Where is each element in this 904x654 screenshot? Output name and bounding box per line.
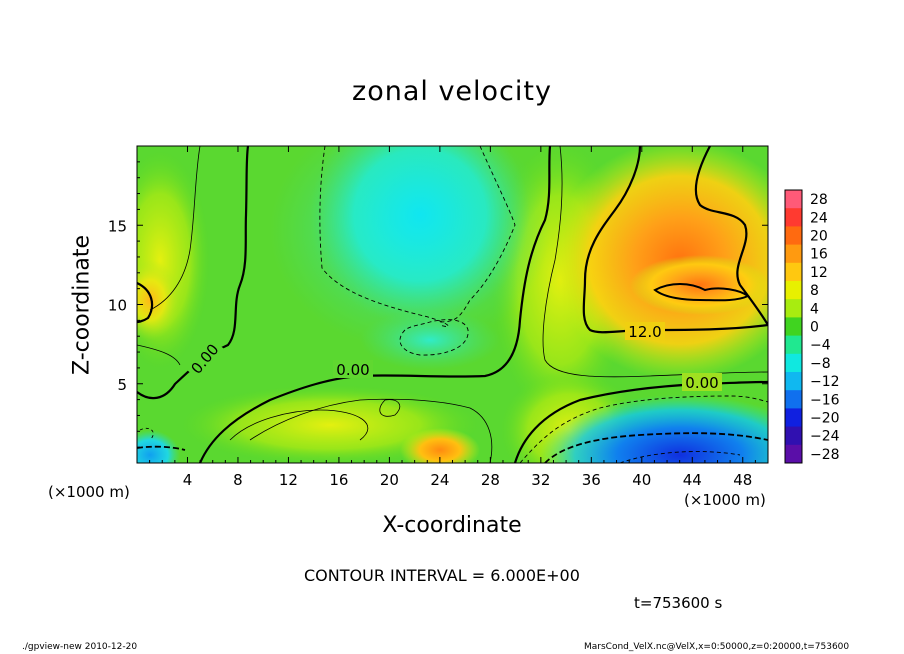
colorbar-tick-label: 8 [810,283,819,299]
contour-twelve [582,146,768,334]
x-tick-label: 4 [183,471,193,489]
x-tick-label: 24 [430,471,449,489]
colorbar-swatch [785,299,802,318]
colorbar: 28 24 20 16 12 8 4 0 −4 −8 −12 −16 −20 −24 −28 [784,189,840,464]
colorbar-swatch [785,390,802,409]
colorbar-tick-label: −12 [810,374,840,390]
colorbar-tick-label: 20 [810,229,828,245]
contour-interval-label: CONTOUR INTERVAL = 6.000E+00 [304,566,580,585]
contour-label: 0.00 [336,361,369,379]
y-axis: 5 10 15 [108,161,768,448]
x-tick-label: 12 [279,471,298,489]
x-tick-label: 48 [733,471,752,489]
y-tick-label: 5 [117,376,127,394]
y-axis-label: Z-coordinate [69,235,95,375]
contour-zero-central [198,146,552,463]
contour-zero-east [513,380,768,463]
contour-eighteen [653,283,750,302]
contour-label: 0.00 [685,374,718,392]
x-axis-unit-right: (×1000 m) [684,491,766,509]
colorbar-tick-label: 4 [810,301,819,317]
colorbar-frame [784,189,803,464]
colorbar-tick-label: 28 [810,192,828,208]
colorbar-tick-label: 24 [810,210,828,226]
x-tick-label: 40 [632,471,651,489]
colorbar-swatch [785,353,802,373]
colorbar-swatch [785,208,802,227]
chart-title: zonal velocity [352,76,552,107]
x-tick-label: 20 [380,471,399,489]
colorbar-swatch [785,335,802,355]
colorbar-tick-label: −24 [810,429,840,445]
colorbar-swatch [785,244,802,264]
colorbar-swatch [785,408,802,428]
colorbar-swatch [785,190,802,209]
colorbar-tick-label: −4 [810,338,831,354]
colorbar-tick-label: 16 [810,247,828,263]
x-axis-unit-left: (×1000 m) [48,483,130,501]
x-tick-label: 28 [481,471,500,489]
x-axis-label: X-coordinate [382,513,522,538]
colorbar-swatch [785,372,802,391]
colorbar-swatch [785,226,802,246]
contour-label-group: 0.00 0.00 12.0 0.00 [182,322,722,392]
x-axis: 4 8 12 16 20 24 28 32 36 40 44 48 [149,146,756,489]
colorbar-swatch [785,317,802,337]
footer-right-text: MarsCond_VelX.nc@VelX,x=0:50000,z=0:2000… [584,642,850,652]
x-tick-label: 8 [233,471,243,489]
colorbar-tick-label: −28 [810,447,840,463]
colorbar-tick-label: −20 [810,411,840,427]
colorbar-tick-label: 0 [810,320,819,336]
contour-zero-west [137,146,250,400]
colorbar-swatch [785,426,802,446]
colorbar-swatch [785,281,802,300]
time-label: t=753600 s [634,594,723,612]
colorbar-swatch [785,444,802,464]
y-tick-label: 15 [108,217,127,235]
x-tick-label: 36 [582,471,601,489]
y-tick-label: 10 [108,297,127,315]
contour-lines [137,146,768,463]
x-tick-label: 16 [329,471,348,489]
colorbar-swatch [785,262,802,282]
field-image [137,146,768,463]
colorbar-tick-label: 12 [810,265,828,281]
contour-left-12 [137,282,154,324]
colorbar-tick-label: −8 [810,356,831,372]
footer-left-text: ./gpview-new 2010-12-20 [22,642,138,652]
x-tick-label: 44 [683,471,702,489]
colorbar-tick-label: −16 [810,392,840,408]
contour-label: 12.0 [628,323,661,341]
x-tick-label: 32 [531,471,550,489]
